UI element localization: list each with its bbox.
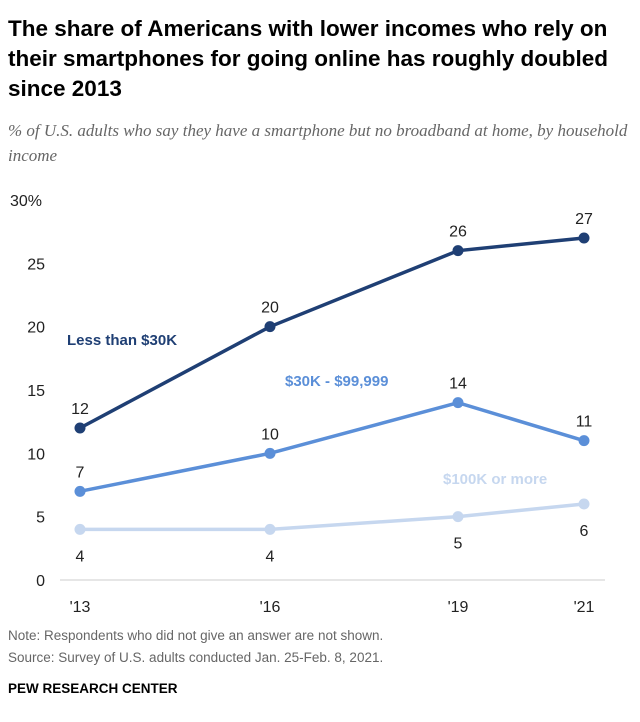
y-tick-label: 5 xyxy=(36,510,45,527)
data-point xyxy=(452,245,464,257)
series-line xyxy=(79,236,585,430)
data-label: 7 xyxy=(76,464,85,481)
data-point xyxy=(452,511,464,523)
data-label: 14 xyxy=(449,376,467,393)
data-label: 20 xyxy=(261,300,279,317)
data-point xyxy=(578,232,590,244)
x-tick-label: '13 xyxy=(70,599,91,616)
y-tick-label: 25 xyxy=(27,256,45,273)
data-label: 4 xyxy=(266,548,275,565)
y-tick-label: 15 xyxy=(27,383,45,400)
data-point xyxy=(74,422,86,434)
data-point xyxy=(578,435,590,447)
data-label: 12 xyxy=(71,401,89,418)
data-label: 10 xyxy=(261,426,279,443)
series-line xyxy=(80,502,585,532)
data-point xyxy=(264,321,276,333)
data-point xyxy=(578,498,590,510)
data-label: 6 xyxy=(580,523,589,540)
y-tick-label: 20 xyxy=(27,320,45,337)
data-point xyxy=(74,485,86,497)
series-label: $100K or more xyxy=(443,471,547,488)
x-tick-label: '19 xyxy=(448,599,469,616)
series-label: Less than $30K xyxy=(67,332,177,349)
chart-title: The share of Americans with lower income… xyxy=(8,16,609,101)
data-point xyxy=(264,523,276,535)
data-label: 4 xyxy=(76,548,85,565)
chart-source: Source: Survey of U.S. adults conducted … xyxy=(8,650,384,665)
data-label: 11 xyxy=(576,414,593,431)
x-tick-label: '21 xyxy=(574,599,595,616)
chart-note: Note: Respondents who did not give an an… xyxy=(8,628,384,643)
pew-logo-text: PEW RESEARCH CENTER xyxy=(8,681,178,696)
data-label: 5 xyxy=(454,536,463,553)
series-line xyxy=(79,400,585,494)
y-tick-label: 30% xyxy=(10,193,42,210)
data-point xyxy=(74,523,86,535)
series-label: $30K - $99,999 xyxy=(285,373,388,390)
data-point xyxy=(452,397,464,409)
y-tick-label: 10 xyxy=(27,446,45,463)
data-label: 27 xyxy=(575,211,593,228)
chart-subtitle: % of U.S. adults who say they have a sma… xyxy=(8,121,628,165)
x-tick-label: '16 xyxy=(260,599,281,616)
data-point xyxy=(264,447,276,459)
y-tick-label: 0 xyxy=(36,573,45,590)
data-label: 26 xyxy=(449,224,467,241)
